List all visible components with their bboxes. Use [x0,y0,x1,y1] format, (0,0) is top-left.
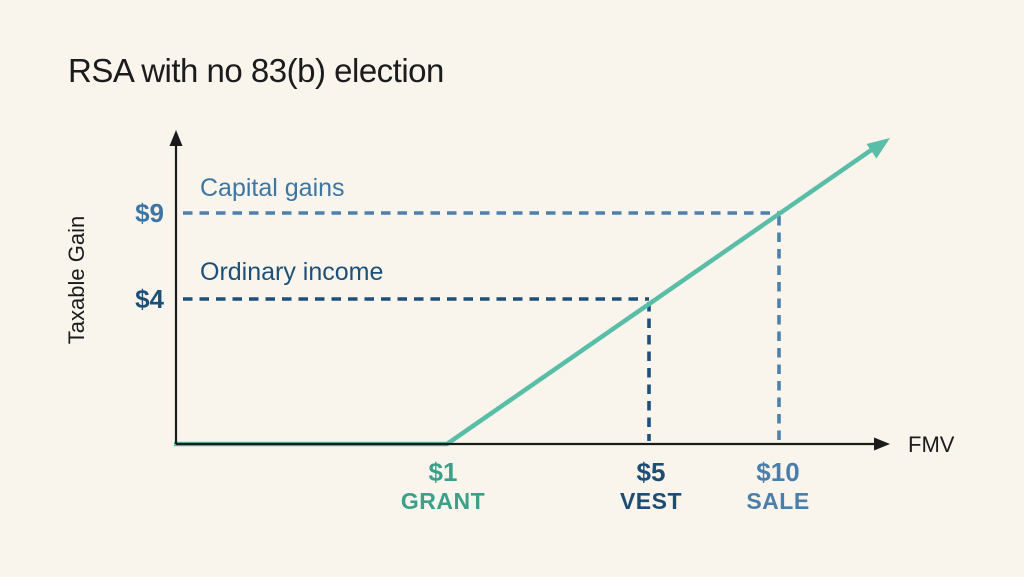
taxable-gain-arrowhead-icon [866,138,890,159]
capital-gains-label: Capital gains [200,174,345,202]
x-axis-title: FMV [908,432,955,457]
capital-gains-reference-lines [183,211,781,441]
y-tick-4: $4 [135,284,164,314]
x-axis-arrowhead-icon [874,437,890,451]
x-tick-sale-event: SALE [746,488,809,514]
y-tick-9: $9 [135,198,164,228]
y-axis-arrowhead-icon [169,130,183,146]
page-title: RSA with no 83(b) election [68,52,444,89]
x-tick-sale: $10 SALE [746,457,809,514]
axes [169,130,890,451]
ordinary-income-reference-lines [183,297,651,441]
x-tick-vest-value: $5 [637,457,666,487]
ordinary-income-label: Ordinary income [200,258,383,286]
x-tick-vest: $5 VEST [620,457,682,514]
y-axis-title: Taxable Gain [64,216,89,344]
x-tick-grant: $1 GRANT [401,457,485,514]
x-tick-vest-event: VEST [620,488,682,514]
x-tick-grant-value: $1 [429,457,458,487]
x-tick-sale-value: $10 [756,457,799,487]
x-tick-grant-event: GRANT [401,488,485,514]
